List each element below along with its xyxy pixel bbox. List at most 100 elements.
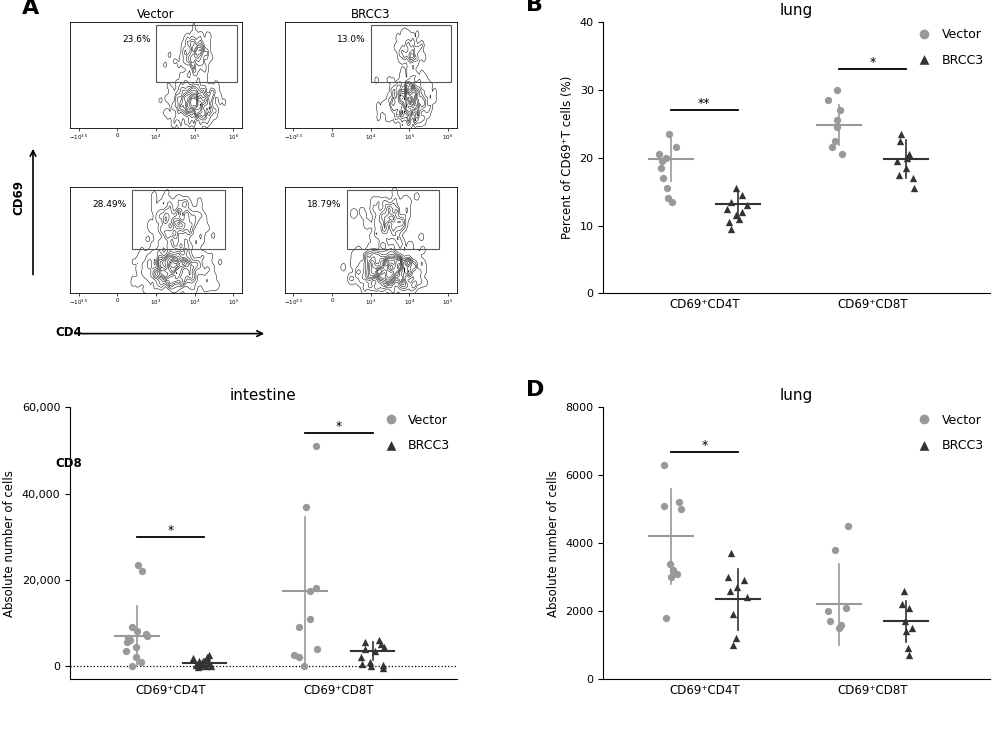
Point [669, 568, 685, 580]
Bar [347, 190, 439, 249]
Point [831, 622, 847, 634]
Text: *: * [336, 420, 342, 434]
Text: 28.49%: 28.49% [92, 200, 127, 210]
Point [659, 182, 675, 194]
Point [822, 615, 838, 627]
Point [827, 544, 843, 556]
Point [838, 602, 854, 613]
Point [128, 651, 144, 663]
Point [663, 572, 679, 583]
Point [829, 84, 845, 96]
Text: D: D [526, 380, 545, 400]
Point [286, 650, 302, 661]
Point [658, 152, 674, 164]
Point [122, 634, 138, 646]
Point [363, 661, 379, 672]
Point [651, 148, 667, 160]
Point [185, 653, 201, 664]
Point [898, 626, 914, 637]
Text: 18.79%: 18.79% [307, 200, 341, 210]
Point [124, 621, 140, 633]
Point [656, 500, 672, 512]
Point [129, 626, 145, 637]
Point [901, 148, 917, 160]
Point [190, 661, 206, 672]
Point [654, 155, 670, 167]
Text: CD8: CD8 [55, 457, 82, 470]
Point [371, 634, 387, 646]
Text: B: B [526, 0, 543, 15]
Point [829, 115, 845, 126]
Point [894, 599, 910, 610]
Point [658, 612, 674, 623]
Point [896, 585, 912, 596]
Point [357, 643, 373, 655]
Point [906, 182, 922, 194]
Point [296, 660, 312, 672]
Point [133, 656, 149, 667]
Point [840, 520, 856, 532]
Point [191, 655, 207, 666]
Text: *: * [869, 56, 875, 69]
Text: **: ** [698, 97, 711, 110]
Point [897, 615, 913, 627]
Point [722, 585, 738, 596]
Legend: Vector, BRCC3: Vector, BRCC3 [378, 414, 450, 452]
Point [728, 182, 744, 194]
Point [128, 641, 144, 653]
Point [671, 496, 687, 508]
Point [119, 637, 135, 648]
Point [199, 651, 215, 663]
Point [829, 121, 845, 133]
Point [728, 632, 744, 644]
Point [731, 213, 747, 225]
Point [725, 639, 741, 651]
Point [729, 581, 745, 593]
Point [725, 609, 741, 620]
Title: Vector: Vector [137, 8, 175, 20]
Point [118, 645, 134, 657]
Text: *: * [701, 439, 707, 452]
Point [723, 223, 739, 235]
Point [820, 605, 836, 617]
Point [191, 657, 207, 669]
Bar [132, 190, 225, 249]
Point [660, 193, 676, 204]
Point [901, 649, 917, 661]
Text: 13.0%: 13.0% [337, 35, 365, 44]
Point [373, 639, 389, 650]
Point [898, 162, 914, 174]
Point [889, 155, 905, 167]
Point [375, 662, 391, 674]
Point [353, 651, 369, 663]
Point [357, 637, 373, 648]
Point [138, 628, 154, 639]
Point [375, 659, 391, 671]
Text: A: A [22, 0, 39, 18]
Legend: Vector, BRCC3: Vector, BRCC3 [912, 28, 984, 66]
Point [723, 548, 739, 559]
Text: CD4: CD4 [55, 326, 82, 339]
Point [198, 660, 214, 672]
Point [302, 612, 318, 624]
Point [904, 622, 920, 634]
Point [134, 565, 150, 577]
Point [739, 591, 755, 603]
Point [719, 203, 735, 215]
Point [832, 104, 848, 116]
Bar [156, 25, 237, 82]
Point [291, 621, 307, 633]
Title: lung: lung [780, 3, 813, 18]
Point [734, 206, 750, 218]
Point [367, 645, 383, 657]
Point [728, 210, 744, 221]
Point [892, 135, 908, 147]
Point [720, 572, 736, 583]
Point [656, 459, 672, 471]
Text: *: * [168, 523, 174, 537]
Point [734, 189, 750, 201]
Point [124, 660, 140, 672]
Point [834, 148, 850, 160]
Point [661, 128, 677, 139]
Point [192, 661, 208, 672]
